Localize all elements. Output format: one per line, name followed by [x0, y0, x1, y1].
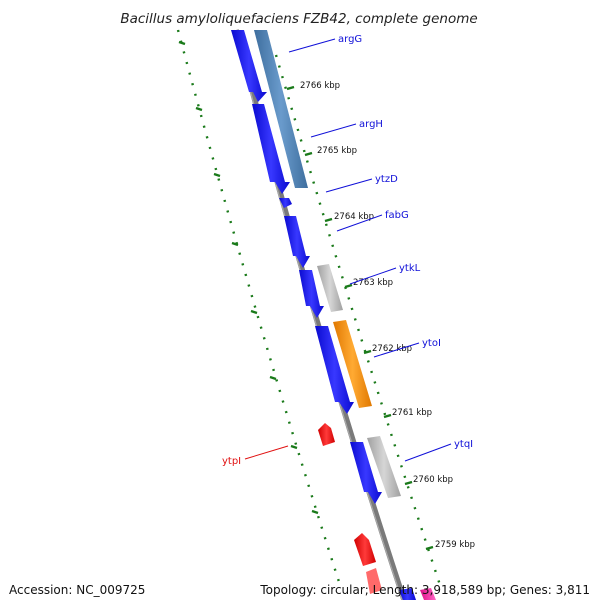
arg-feature-block [254, 30, 308, 188]
gene-label-ytoI: ytoI [422, 338, 441, 349]
tick-label-2766: 2766 kbp [300, 81, 340, 91]
label-leader-lines [244, 38, 452, 462]
cds-arrow-reverse [366, 568, 382, 594]
inner-major-ticks [178, 40, 319, 515]
cds-fragment [399, 588, 416, 600]
tick-label-2759: 2759 kbp [435, 540, 475, 550]
ytqI-feature [367, 436, 401, 498]
hypothetical-features [317, 264, 401, 498]
topology-summary: Topology: circular; Length: 3,918,589 bp… [260, 583, 590, 597]
reverse-cds-features [318, 423, 382, 594]
forward-cds-features [231, 30, 382, 504]
tick-label-2764: 2764 kbp [334, 212, 374, 222]
gene-label-argH: argH [359, 119, 383, 130]
tick-label-2760: 2760 kbp [413, 475, 453, 485]
gene-label-ytzD: ytzD [375, 174, 398, 185]
gene-label-fabG: fabG [385, 210, 409, 221]
cds-arrow [252, 104, 290, 194]
cds-arrow [350, 442, 382, 504]
cds-arrow-reverse [354, 533, 376, 566]
tick-label-2763: 2763 kbp [353, 278, 393, 288]
gene-label-argG: argG [338, 34, 362, 45]
tick-label-2761: 2761 kbp [392, 408, 432, 418]
cds-arrow [284, 216, 310, 268]
ytoI-feature [333, 320, 372, 408]
cds-fragment [420, 588, 436, 600]
gene-label-ytkL: ytkL [399, 263, 421, 274]
gene-label-ytqI: ytqI [454, 439, 473, 450]
tick-label-2765: 2765 kbp [317, 146, 357, 156]
kbp-tick-labels: 2766 kbp 2765 kbp 2764 kbp 2763 kbp 2762… [300, 81, 475, 550]
map-title: Bacillus amyloliquefaciens FZB42, comple… [120, 11, 477, 27]
ytkL-feature [317, 264, 343, 312]
cds-arrow [299, 270, 324, 318]
outer-dotted-ring [274, 54, 442, 586]
gene-label-ytpI: ytpI [222, 456, 241, 467]
cds-arrow [279, 198, 292, 208]
outer-major-ticks [286, 85, 434, 551]
cds-arrow [231, 30, 267, 102]
gene-labels: argG argH ytzD fabG ytkL ytoI ytqI ytpI [222, 34, 473, 467]
bottom-edge-features [399, 588, 436, 600]
steel-features [254, 30, 308, 188]
accession-label: Accession: NC_009725 [9, 583, 146, 597]
ytpI-arrow [318, 423, 335, 446]
cds-arrow [315, 326, 354, 414]
tick-label-2762: 2762 kbp [372, 344, 412, 354]
